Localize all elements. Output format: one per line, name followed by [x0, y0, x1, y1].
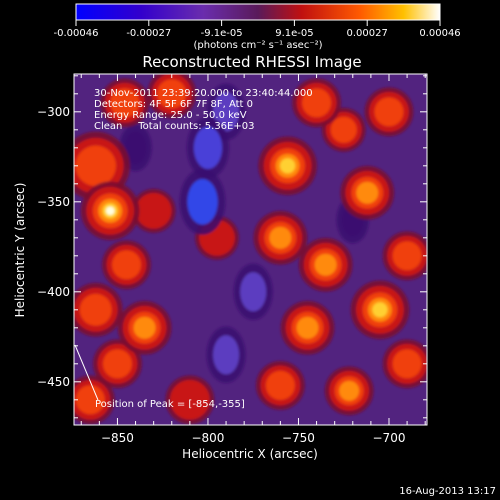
heatmap-blob [93, 339, 142, 389]
heatmap-blob [74, 282, 123, 337]
x-tick-label: −700 [373, 431, 406, 445]
heatmap-blob [298, 237, 353, 292]
colorbar-tick-label: 0.00046 [419, 28, 460, 39]
plot-frame [73, 73, 428, 426]
heatmap-blob [382, 231, 427, 281]
x-tick-label: −800 [191, 431, 224, 445]
info-block: 30-Nov-2011 23:39:20.000 to 23:40:44.000… [94, 88, 313, 132]
y-axis-ticks: −300 −350 −400 −450 [37, 75, 427, 419]
y-tick-label: −400 [37, 285, 70, 299]
heatmap-blob [350, 280, 410, 340]
x-tick-label: −850 [101, 431, 134, 445]
y-tick-label: −450 [37, 375, 70, 389]
colorbar-ticks: -0.00046 -0.00027 -9.1e-05 9.1e-05 0.00027 0.… [54, 20, 461, 39]
chart-title: Reconstructed RHESSI Image [142, 53, 361, 71]
heatmap-blob [117, 300, 172, 355]
heatmap-blob [80, 181, 140, 241]
heatmap [74, 74, 427, 425]
y-axis-label: Heliocentric Y (arcsec) [13, 183, 27, 318]
heatmap-blob [253, 210, 308, 265]
colorbar-tick-label: 9.1e-05 [275, 28, 313, 39]
heatmap-blob [74, 375, 115, 425]
heatmap-blob [186, 117, 230, 179]
heatmap-blob [179, 168, 226, 235]
info-detectors: Detectors: 4F 5F 6F 7F 8F, Att 0 [94, 99, 253, 110]
colorbar-tick-label: -0.00027 [126, 28, 171, 39]
colorbar-units: (photons cm⁻² s⁻¹ asec⁻²) [193, 40, 322, 51]
y-tick-label: −300 [37, 105, 70, 119]
heatmap-blob [280, 300, 335, 355]
heatmap-blob [206, 326, 246, 384]
info-energy-range: Energy Range: 25.0 - 50.0 keV [94, 110, 247, 121]
heatmap-blob [382, 339, 427, 389]
peak-label: Position of Peak = [-854,-355] [95, 399, 245, 410]
heatmap-blob [255, 360, 305, 410]
heatmap-blob [364, 87, 414, 137]
footer-timestamp: 16-Aug-2013 13:17 [399, 486, 496, 497]
colorbar-tick-label: 0.00027 [347, 28, 388, 39]
heatmap-blob [102, 240, 151, 290]
heatmap-blob [258, 136, 317, 196]
info-clean-counts: Clean Total counts: 5.36E+03 [94, 121, 254, 132]
peak-pointer-line [74, 344, 99, 401]
heatmap-blob [131, 188, 176, 233]
x-tick-label: −750 [282, 431, 315, 445]
heatmap-blob [324, 366, 374, 416]
colorbar-tick-label: -9.1e-05 [201, 28, 243, 39]
x-axis-label: Heliocentric X (arcsec) [182, 447, 318, 461]
heatmap-blob [100, 78, 150, 128]
heatmap-blob [147, 74, 197, 119]
colorbar-tick-label: -0.00046 [54, 28, 99, 39]
colorbar [75, 3, 441, 21]
heatmap-blob [340, 165, 395, 220]
heatmap-blob [292, 78, 342, 128]
y-tick-label: −350 [37, 195, 70, 209]
heatmap-blob [165, 375, 215, 425]
info-time-range: 30-Nov-2011 23:39:20.000 to 23:40:44.000 [94, 88, 313, 99]
x-axis-ticks: −850 −800 −750 −700 [80, 74, 426, 445]
heatmap-blob [233, 263, 273, 321]
